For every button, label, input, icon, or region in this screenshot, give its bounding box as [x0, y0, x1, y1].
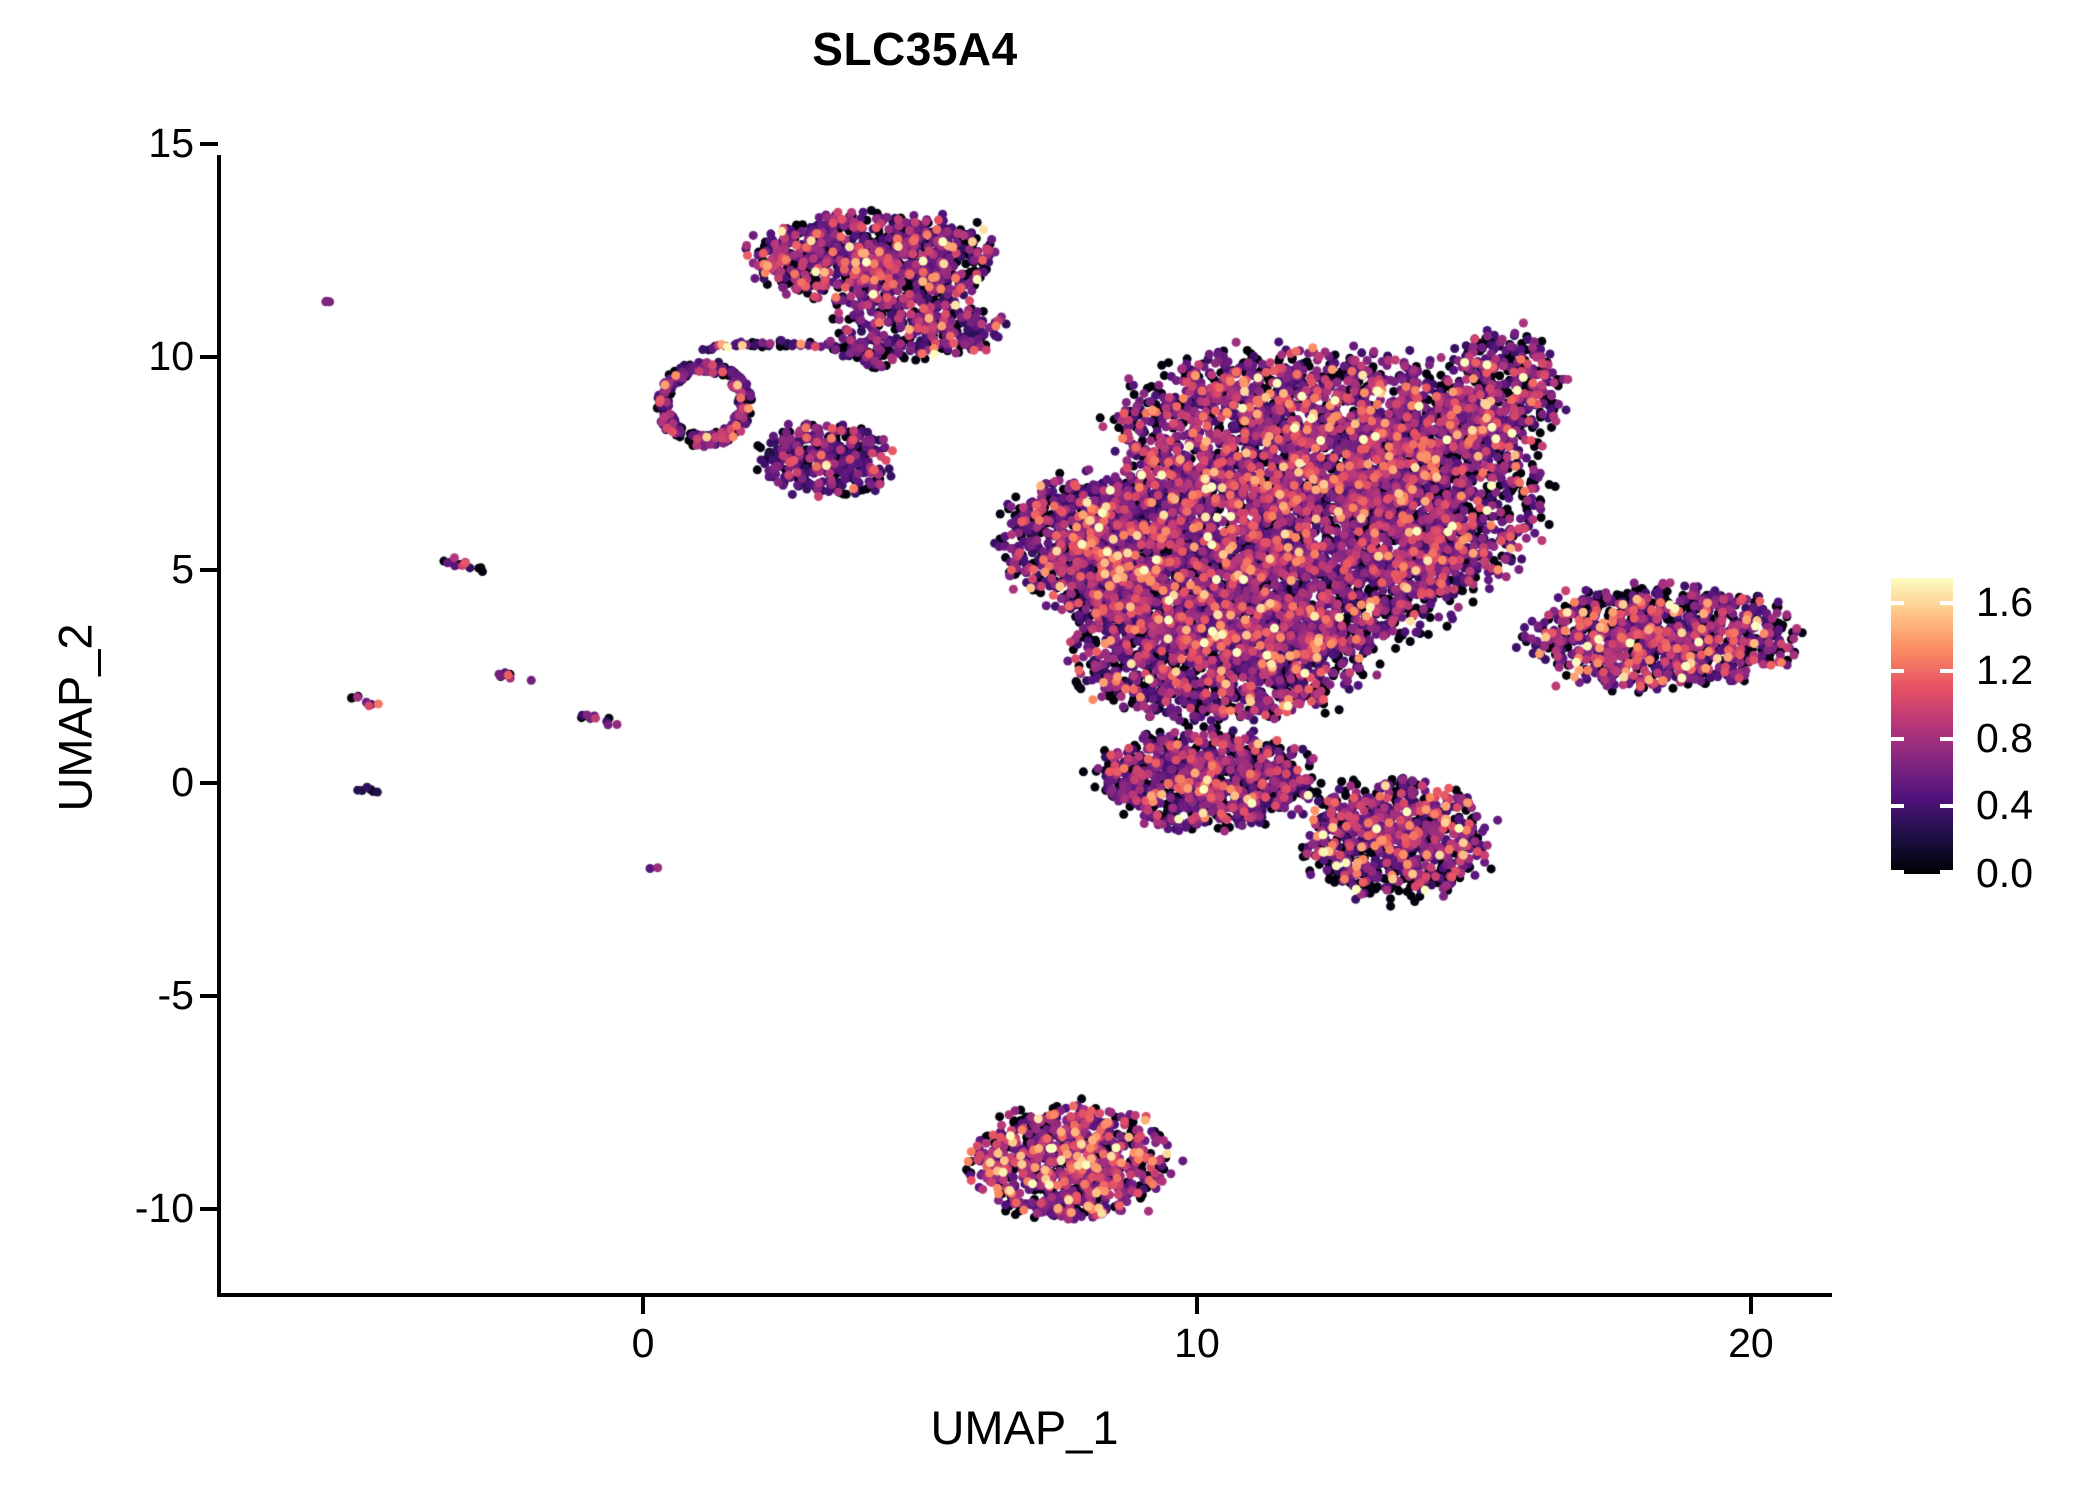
x-tick-label: 0 — [631, 1320, 655, 1366]
y-tick-label: 10 — [148, 332, 194, 379]
y-tick-label: -10 — [134, 1184, 194, 1231]
y-tick-mark — [200, 780, 218, 785]
scatter-plot-canvas — [222, 118, 1834, 1294]
y-tick-mark — [200, 993, 218, 998]
colorbar-tick-label: 0.8 — [1976, 714, 2033, 761]
x-tick-mark — [1194, 1297, 1199, 1314]
colorbar-tick-label: 1.6 — [1976, 579, 2033, 626]
y-tick-label: 5 — [171, 545, 194, 592]
y-axis-title: UMAP_2 — [48, 623, 102, 812]
colorbar-tick-label: 0.4 — [1976, 782, 2033, 829]
colorbar-tick-label: 1.2 — [1976, 647, 2033, 694]
x-tick-mark — [641, 1297, 645, 1314]
y-tick-mark — [200, 354, 218, 359]
colorbar-tick-mark — [1940, 601, 1953, 606]
colorbar-tick-mark — [1891, 804, 1904, 809]
y-tick-mark — [200, 141, 218, 146]
y-axis-line — [217, 155, 221, 1295]
x-axis-line — [217, 1293, 1832, 1297]
colorbar-tick-mark — [1940, 804, 1953, 809]
colorbar-tick-label: 0.0 — [1976, 850, 2033, 896]
colorbar-tick-mark — [1891, 736, 1904, 741]
y-tick-label: -5 — [157, 971, 194, 1018]
colorbar-tick-mark — [1940, 669, 1953, 674]
x-tick-mark — [1748, 1297, 1753, 1314]
x-tick-label: 10 — [1174, 1320, 1220, 1366]
colorbar-tick-mark — [1940, 736, 1953, 741]
colorbar — [1891, 578, 1953, 874]
colorbar-tick-mark — [1891, 669, 1904, 674]
x-axis-title: UMAP_1 — [930, 1401, 1119, 1454]
y-tick-mark — [200, 567, 218, 572]
y-tick-label: 15 — [148, 119, 194, 166]
x-tick-label: 20 — [1728, 1320, 1774, 1366]
y-tick-mark — [200, 1206, 218, 1211]
colorbar-gradient — [1891, 578, 1953, 874]
page-title: SLC35A4 — [812, 23, 1018, 75]
colorbar-tick-mark — [1891, 870, 1904, 874]
y-tick-label: 0 — [171, 758, 194, 805]
colorbar-tick-mark — [1940, 870, 1953, 874]
colorbar-tick-mark — [1891, 601, 1904, 606]
